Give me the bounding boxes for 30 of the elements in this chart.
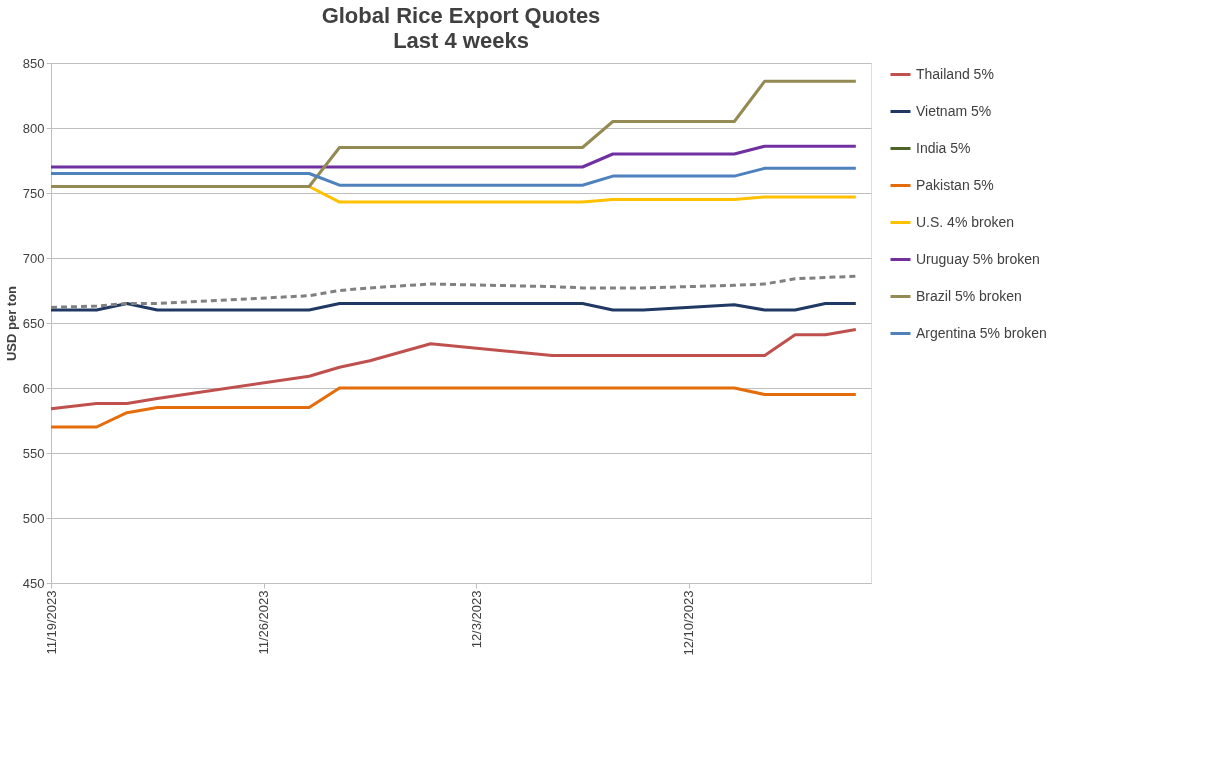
legend-label: Vietnam 5% <box>916 102 992 119</box>
legend-label: U.S. 4% broken <box>916 213 1015 230</box>
y-tick-label: 450 <box>22 575 45 591</box>
legend-label: Uruguay 5% broken <box>916 250 1040 267</box>
line-series <box>49 79 858 188</box>
y-tick-label: 650 <box>22 315 45 331</box>
y-tick-label: 750 <box>22 185 45 201</box>
x-tick-label: 11/26/2023 <box>256 590 272 655</box>
y-tick-label: 800 <box>22 120 45 136</box>
line-series <box>49 274 858 309</box>
line-series <box>49 166 858 187</box>
chart-title: Global Rice Export Quotes <box>321 3 601 28</box>
line-series <box>307 185 858 204</box>
y-axis-title: USD per ton <box>3 285 19 362</box>
legend-label: Brazil 5% broken <box>916 287 1022 304</box>
chart-subtitle: Last 4 weeks <box>393 28 529 53</box>
x-tick-label: 12/3/2023 <box>468 590 484 649</box>
legend-label: India 5% <box>916 139 971 156</box>
y-tick-label: 550 <box>22 445 45 461</box>
y-tick-label: 700 <box>22 250 45 266</box>
x-tick-label: 12/10/2023 <box>681 590 697 656</box>
line-series <box>49 386 858 429</box>
line-series <box>49 328 858 411</box>
y-tick-label: 600 <box>22 380 45 396</box>
y-tick-label: 850 <box>22 55 45 71</box>
legend-label: Thailand 5% <box>916 65 994 82</box>
legend-label: Argentina 5% broken <box>916 324 1047 341</box>
y-tick-label: 500 <box>22 510 45 526</box>
x-tick-label: 11/19/2023 <box>43 590 59 655</box>
legend-label: Pakistan 5% <box>916 176 994 193</box>
